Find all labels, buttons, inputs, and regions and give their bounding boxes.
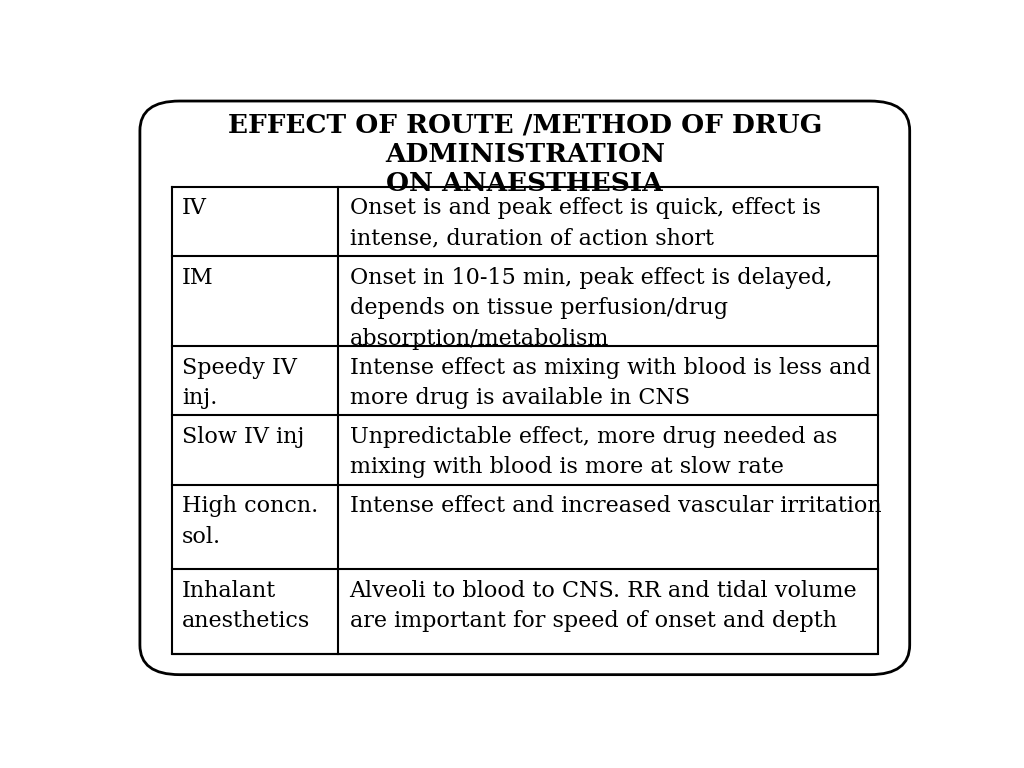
FancyBboxPatch shape (140, 101, 909, 674)
Text: EFFECT OF ROUTE /METHOD OF DRUG: EFFECT OF ROUTE /METHOD OF DRUG (227, 112, 822, 137)
Text: IM: IM (182, 266, 214, 289)
Text: Onset in 10-15 min, peak effect is delayed,
depends on tissue perfusion/drug
abs: Onset in 10-15 min, peak effect is delay… (349, 266, 833, 349)
Text: Inhalant
anesthetics: Inhalant anesthetics (182, 580, 310, 632)
Text: ON ANAESTHESIA: ON ANAESTHESIA (386, 171, 664, 197)
Text: Intense effect and increased vascular irritation: Intense effect and increased vascular ir… (349, 495, 882, 517)
Text: Intense effect as mixing with blood is less and
more drug is available in CNS: Intense effect as mixing with blood is l… (349, 356, 870, 409)
Text: Speedy IV
inj.: Speedy IV inj. (182, 356, 297, 409)
Text: Alveoli to blood to CNS. RR and tidal volume
are important for speed of onset an: Alveoli to blood to CNS. RR and tidal vo… (349, 580, 857, 632)
Text: Unpredictable effect, more drug needed as
mixing with blood is more at slow rate: Unpredictable effect, more drug needed a… (349, 426, 837, 478)
Text: ADMINISTRATION: ADMINISTRATION (385, 142, 665, 167)
Text: High concn.
sol.: High concn. sol. (182, 495, 318, 548)
Text: Onset is and peak effect is quick, effect is
intense, duration of action short: Onset is and peak effect is quick, effec… (349, 197, 820, 250)
Text: IV: IV (182, 197, 207, 220)
Text: Slow IV inj: Slow IV inj (182, 426, 304, 448)
